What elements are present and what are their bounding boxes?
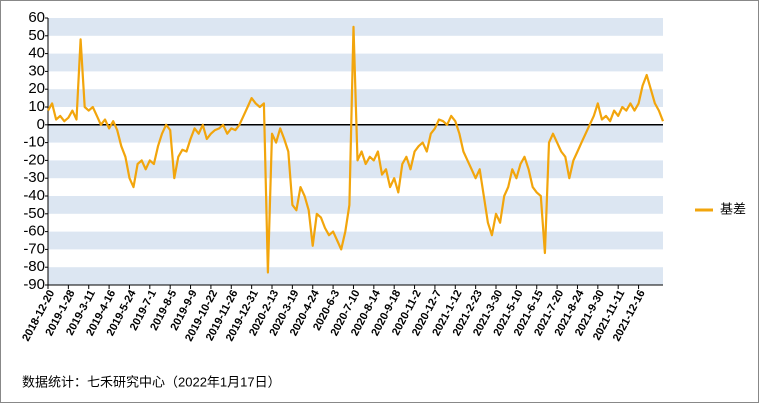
grid-band [48, 196, 663, 214]
y-tick-label: 40 [28, 45, 45, 62]
y-tick-label: -50 [23, 205, 45, 222]
y-tick-label: 50 [28, 27, 45, 44]
y-tick-label: 30 [28, 62, 45, 79]
grid-band [48, 160, 663, 179]
y-tick-label: -60 [23, 223, 45, 240]
source-note: 数据统计：七禾研究中心（2022年1月17日） [22, 374, 281, 389]
grid-band [48, 231, 663, 250]
y-tick-label: -20 [23, 151, 45, 168]
y-tick-label: -90 [23, 276, 45, 293]
y-tick-label: -10 [23, 134, 45, 151]
y-tick-label: -80 [23, 258, 45, 275]
y-tick-label: 0 [37, 116, 45, 133]
y-tick-label: 10 [28, 98, 45, 115]
y-tick-label: 60 [28, 9, 45, 26]
y-tick-label: 20 [28, 80, 45, 97]
legend-label: 基差 [720, 201, 746, 216]
grid-band [48, 18, 663, 36]
grid-band [48, 267, 663, 285]
y-tick-label: -70 [23, 240, 45, 257]
y-tick-label: -40 [23, 187, 45, 204]
y-tick-label: -30 [23, 169, 45, 186]
series-line [47, 25, 665, 274]
